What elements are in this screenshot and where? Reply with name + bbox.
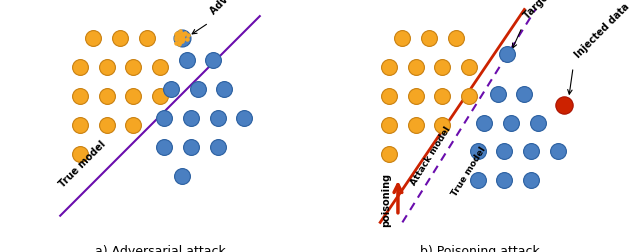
Point: [493, 92, 503, 96]
Point: [473, 149, 483, 153]
Point: [102, 123, 112, 127]
Point: [464, 65, 474, 69]
Point: [451, 36, 461, 40]
Point: [212, 116, 223, 120]
Point: [411, 65, 421, 69]
Text: True model: True model: [450, 145, 488, 198]
Point: [499, 149, 509, 153]
Point: [502, 52, 512, 56]
Point: [102, 94, 112, 98]
Point: [171, 37, 181, 41]
Point: [166, 87, 176, 91]
Point: [437, 94, 447, 98]
Point: [397, 36, 408, 40]
Point: [175, 40, 186, 44]
Point: [384, 65, 394, 69]
Point: [559, 103, 570, 107]
Point: [172, 34, 182, 38]
Point: [75, 94, 85, 98]
Point: [175, 29, 186, 33]
Point: [384, 123, 394, 127]
Point: [172, 31, 182, 35]
Point: [239, 116, 250, 120]
Point: [177, 39, 188, 43]
Point: [552, 149, 563, 153]
Text: Attack model: Attack model: [410, 125, 453, 187]
Point: [212, 145, 223, 149]
Point: [424, 36, 434, 40]
Point: [473, 178, 483, 182]
Point: [219, 87, 229, 91]
Point: [171, 35, 181, 39]
Text: poisoning: poisoning: [381, 173, 391, 227]
Point: [174, 35, 184, 39]
Point: [177, 32, 187, 36]
Point: [171, 41, 181, 45]
Text: Target data: Target data: [522, 0, 573, 21]
Point: [186, 116, 196, 120]
Text: Injected data: Injected data: [573, 2, 631, 60]
Text: Adversarial data: Adversarial data: [209, 0, 280, 16]
Point: [174, 42, 184, 46]
Point: [174, 40, 184, 44]
Point: [175, 37, 185, 41]
Point: [177, 36, 188, 40]
Point: [411, 94, 421, 98]
Point: [155, 65, 165, 69]
Point: [384, 94, 394, 98]
Text: True model: True model: [57, 140, 108, 190]
Text: a) Adversarial attack: a) Adversarial attack: [95, 244, 225, 252]
Point: [102, 65, 112, 69]
Point: [464, 94, 474, 98]
Point: [526, 178, 536, 182]
Point: [182, 37, 192, 41]
Point: [141, 36, 152, 40]
Point: [175, 39, 186, 43]
Point: [479, 120, 490, 124]
Point: [193, 87, 203, 91]
Point: [159, 116, 170, 120]
Point: [88, 36, 99, 40]
Point: [182, 58, 192, 62]
Point: [177, 36, 188, 40]
Point: [75, 152, 85, 156]
Point: [437, 123, 447, 127]
Point: [178, 33, 188, 37]
Point: [411, 123, 421, 127]
Point: [174, 36, 184, 40]
Point: [178, 32, 188, 36]
Point: [519, 92, 529, 96]
Point: [170, 32, 180, 36]
Point: [178, 32, 188, 36]
Point: [208, 58, 218, 62]
Point: [177, 36, 187, 40]
Point: [159, 145, 170, 149]
Point: [128, 94, 138, 98]
Point: [177, 36, 188, 40]
Point: [183, 33, 193, 37]
Point: [128, 123, 138, 127]
Point: [177, 174, 188, 178]
Point: [174, 34, 184, 38]
Point: [437, 65, 447, 69]
Point: [75, 123, 85, 127]
Point: [180, 31, 190, 35]
Point: [384, 152, 394, 156]
Text: b) Poisoning attack: b) Poisoning attack: [420, 244, 540, 252]
Point: [532, 120, 543, 124]
Point: [115, 36, 125, 40]
Point: [526, 149, 536, 153]
Point: [177, 36, 187, 40]
Point: [178, 37, 188, 41]
Point: [506, 120, 516, 124]
Point: [186, 145, 196, 149]
Point: [155, 94, 165, 98]
Point: [75, 65, 85, 69]
Point: [128, 65, 138, 69]
Point: [499, 178, 509, 182]
